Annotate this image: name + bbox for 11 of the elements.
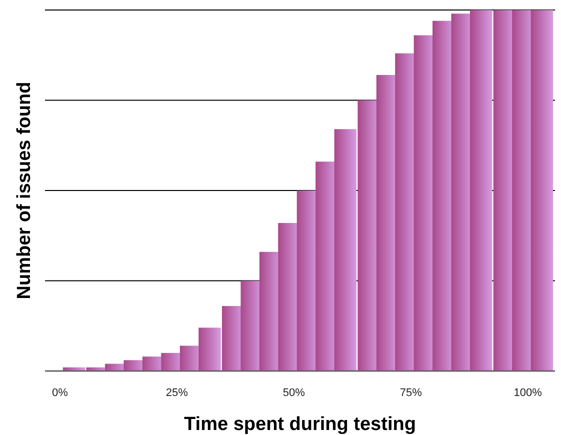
bar (530, 10, 554, 371)
bar (470, 10, 492, 371)
x-tick-label: 50% (282, 387, 306, 399)
x-axis-title: Time spent during testing (184, 414, 416, 435)
x-tick-label: 100% (514, 387, 542, 399)
x-tick-label: 25% (166, 387, 188, 399)
bar (334, 129, 356, 371)
x-tick-label: 75% (400, 387, 422, 399)
y-axis-title: Number of issues found (14, 82, 35, 300)
x-tick-label: 0% (52, 387, 68, 399)
bar (198, 328, 221, 371)
